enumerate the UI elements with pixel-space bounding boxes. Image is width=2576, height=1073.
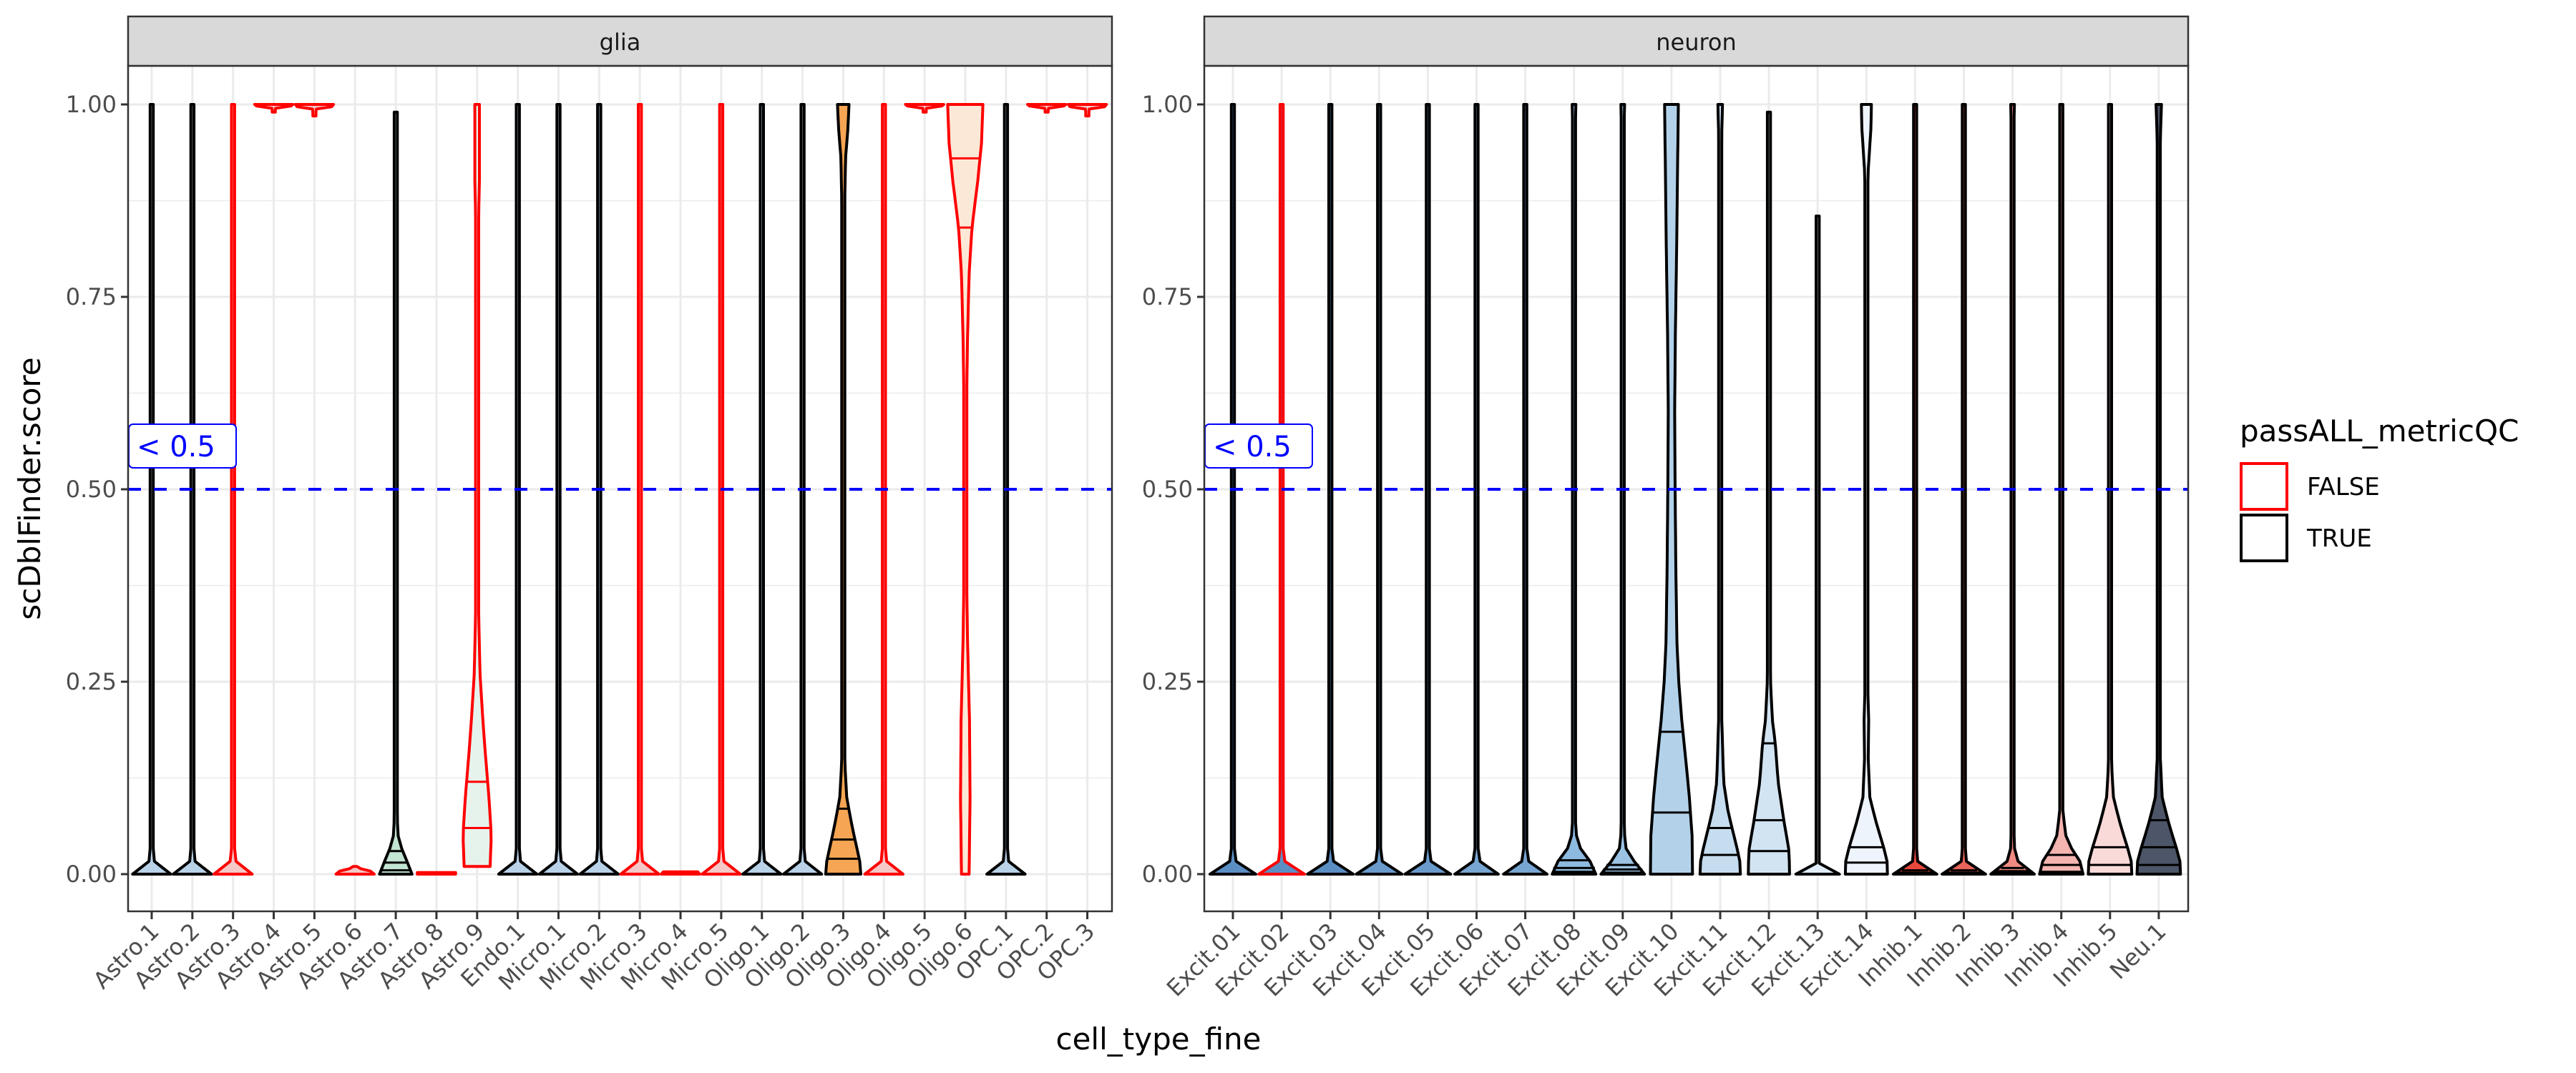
violin-Astro.1 bbox=[131, 103, 172, 876]
y-tick-label: 0.75 bbox=[1142, 283, 1193, 310]
legend: passALL_metricQC FALSE TRUE bbox=[2240, 413, 2519, 562]
violin-Excit.14 bbox=[1843, 103, 1889, 876]
y-tick-label: 0.00 bbox=[66, 861, 117, 888]
legend-label-true: TRUE bbox=[2306, 524, 2372, 553]
violin-Astro.7 bbox=[378, 110, 414, 876]
violin-body bbox=[1892, 103, 1938, 876]
facet-strip bbox=[1203, 15, 2190, 67]
violin-Excit.05 bbox=[1403, 103, 1453, 876]
violin-body bbox=[1355, 103, 1404, 876]
violin-Inhib.1 bbox=[1892, 103, 1938, 876]
violin-OPC.3 bbox=[1066, 103, 1108, 118]
y-tick-label: 0.25 bbox=[66, 668, 117, 695]
violin-body bbox=[1843, 103, 1889, 876]
violin-body bbox=[660, 870, 701, 876]
violin-body bbox=[1794, 215, 1841, 876]
y-tick-label: 0.25 bbox=[1142, 668, 1193, 695]
y-tick-label: 0.50 bbox=[66, 476, 117, 503]
facet-glia: < 0.5glia0.000.250.500.751.00Astro.1Astr… bbox=[66, 15, 1113, 996]
violin-Excit.12 bbox=[1747, 110, 1791, 876]
violin-body bbox=[1403, 103, 1453, 876]
violin-body bbox=[378, 110, 414, 876]
violin-body bbox=[1066, 103, 1108, 118]
x-axis-title: cell_type_fine bbox=[1055, 1021, 1261, 1057]
violin-body bbox=[1453, 103, 1500, 876]
violin-Astro.8 bbox=[416, 871, 457, 876]
violin-Astro.5 bbox=[293, 103, 336, 118]
violin-body bbox=[741, 103, 783, 876]
violin-body bbox=[824, 103, 862, 876]
violin-Astro.6 bbox=[334, 865, 376, 876]
violin-OPC.2 bbox=[1026, 103, 1068, 114]
violin-body bbox=[462, 103, 493, 868]
violin-body bbox=[293, 103, 336, 118]
y-tick-label: 0.00 bbox=[1142, 861, 1193, 888]
violin-Oligo.1 bbox=[741, 103, 783, 876]
violin-Excit.04 bbox=[1355, 103, 1404, 876]
y-tick-label: 1.00 bbox=[1142, 91, 1193, 118]
facet-neuron: < 0.5neuron0.000.250.500.751.00Excit.01E… bbox=[1142, 15, 2190, 1002]
facet-strip bbox=[127, 15, 1113, 67]
violin-body bbox=[334, 865, 376, 876]
y-tick-label: 0.50 bbox=[1142, 476, 1193, 503]
violin-body bbox=[253, 103, 295, 114]
violin-body bbox=[1747, 110, 1791, 876]
legend-label-false: FALSE bbox=[2307, 473, 2380, 501]
violin-body bbox=[1306, 103, 1355, 876]
y-axis-title: scDblFinder.score bbox=[12, 357, 47, 619]
violin-body bbox=[1026, 103, 1068, 114]
violin-Excit.13 bbox=[1794, 215, 1841, 876]
violin-Oligo.3 bbox=[824, 103, 862, 876]
legend-title: passALL_metricQC bbox=[2240, 413, 2519, 449]
violin-Micro.4 bbox=[660, 870, 701, 876]
facet-strip-label: neuron bbox=[1656, 29, 1737, 56]
y-tick-label: 0.75 bbox=[66, 283, 117, 310]
legend-key-true bbox=[2240, 514, 2288, 562]
threshold-label-text: < 0.5 bbox=[137, 431, 215, 464]
facet-strip-label: glia bbox=[600, 29, 641, 56]
violin-Excit.03 bbox=[1306, 103, 1355, 876]
y-tick-label: 1.00 bbox=[66, 91, 117, 118]
threshold-label: < 0.5 bbox=[128, 423, 237, 469]
threshold-label-text: < 0.5 bbox=[1213, 431, 1292, 464]
violin-body bbox=[619, 103, 660, 876]
violin-body bbox=[416, 871, 457, 876]
violin-Excit.06 bbox=[1453, 103, 1500, 876]
violin-Oligo.5 bbox=[904, 103, 945, 114]
violin-body bbox=[537, 103, 580, 876]
violin-body bbox=[131, 103, 172, 876]
legend-key-false bbox=[2240, 462, 2288, 511]
violin-body bbox=[904, 103, 945, 114]
violin-Astro.9 bbox=[462, 103, 493, 868]
violin-Micro.1 bbox=[537, 103, 580, 876]
x-tick-label: Neu.1 bbox=[2104, 918, 2172, 985]
violin-Micro.3 bbox=[619, 103, 660, 876]
threshold-label: < 0.5 bbox=[1204, 423, 1313, 469]
violin-Astro.4 bbox=[253, 103, 295, 114]
